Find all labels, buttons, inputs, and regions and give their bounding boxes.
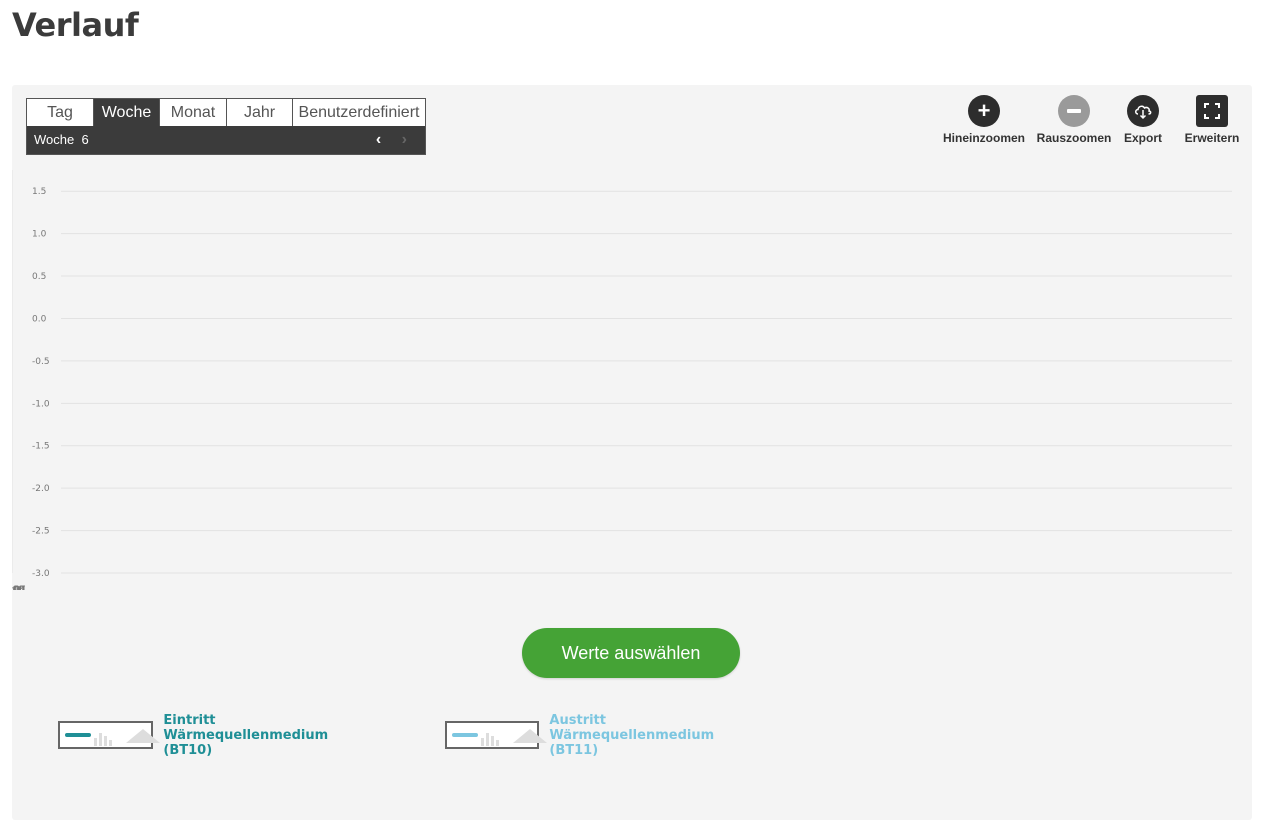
zoom-in-button[interactable]: + Hineinzoomen: [939, 95, 1029, 145]
chart-grid: [12, 170, 1232, 574]
legend-label-bt11: Austritt Wärmequellenmedium (BT11): [549, 712, 715, 758]
x-tick-label: 15:00: [12, 585, 25, 590]
x-tick-label: 15:00: [12, 585, 25, 590]
tab-day[interactable]: Tag: [27, 99, 94, 126]
minus-icon: [1058, 95, 1090, 127]
zoom-out-button[interactable]: Rauszoomen: [1033, 95, 1115, 145]
y-tick-label: 1.0: [32, 230, 47, 240]
select-values-button[interactable]: Werte auswählen: [522, 628, 740, 678]
legend-item-bt11[interactable]: Austritt Wärmequellenmedium (BT11): [445, 713, 750, 758]
x-tick-label: Di 08: [12, 585, 24, 590]
plus-icon: +: [968, 95, 1000, 127]
x-tick-label: 03:00: [12, 585, 25, 590]
period-tabs: Tag Woche Monat Jahr Benutzerdefiniert: [27, 99, 425, 126]
x-tick-label: 21:00: [12, 585, 25, 590]
zoom-in-label: Hineinzoomen: [942, 131, 1025, 145]
y-tick-label: 0.5: [32, 272, 46, 282]
y-tick-label: 1.5: [32, 187, 46, 197]
bar-style-icon: [481, 728, 501, 746]
tab-custom[interactable]: Benutzerdefiniert: [298, 104, 420, 121]
fullscreen-icon: [1196, 95, 1228, 127]
x-tick-label: 12:00: [12, 585, 25, 590]
export-button[interactable]: Export: [1118, 95, 1168, 145]
period-selector: Tag Woche Monat Jahr Benutzerdefiniert W…: [26, 98, 426, 155]
x-tick-label: 12:00: [12, 585, 25, 590]
x-tick-label: 09:00: [12, 585, 25, 590]
line-style-icon: [452, 733, 478, 737]
x-tick-label: So 06: [12, 585, 25, 590]
y-tick-label: 0.0: [32, 314, 47, 324]
tab-year[interactable]: Jahr: [227, 99, 293, 126]
line-style-icon: [65, 733, 91, 737]
y-tick-label: -2.5: [32, 527, 50, 537]
x-tick-label: 03:00: [12, 585, 25, 590]
area-style-icon: [513, 729, 547, 743]
current-period-label: Woche 6: [34, 132, 89, 147]
x-tick-label: 18:00: [12, 585, 25, 590]
tab-week[interactable]: Woche: [94, 99, 160, 126]
y-tick-label: -0.5: [32, 357, 50, 367]
history-line-chart[interactable]: 1.5 1.0 0.5 0.0 -0.5 -1.0 -1.5 -2.0 -2.5 -3.0 So …: [12, 170, 1252, 590]
history-panel: Tag Woche Monat Jahr Benutzerdefiniert W…: [12, 85, 1252, 820]
y-tick-label: -2.0: [32, 484, 50, 494]
x-tick-label: 18:00: [12, 585, 25, 590]
bar-style-icon: [94, 728, 114, 746]
next-period-icon[interactable]: ›: [401, 131, 407, 148]
legend-style-toggle-bt11[interactable]: [445, 721, 547, 749]
x-tick-label: 09:00: [12, 585, 25, 590]
export-label: Export: [1123, 131, 1162, 145]
legend-label-bt10: Eintritt Wärmequellenmedium (BT10): [163, 712, 329, 758]
x-tick-label: 06:00: [12, 585, 25, 590]
prev-period-icon[interactable]: ‹: [375, 131, 382, 148]
expand-label: Erweitern: [1184, 131, 1240, 145]
y-tick-label: -1.5: [32, 442, 50, 452]
cloud-download-icon: [1127, 95, 1159, 127]
x-tick-label: Mo 07: [12, 585, 26, 590]
x-tick-label: 03:00: [12, 585, 25, 590]
legend-item-bt10[interactable]: Eintritt Wärmequellenmedium (BT10): [58, 713, 363, 758]
tab-month[interactable]: Monat: [160, 99, 227, 126]
current-period-bar: Woche 6 ‹ ›: [27, 126, 425, 154]
x-tick-label: 06:00: [12, 585, 25, 590]
legend-style-toggle-bt10[interactable]: [58, 721, 160, 749]
zoom-out-label: Rauszoomen: [1036, 131, 1112, 145]
x-axis-ticks: So 0603:0006:0009:0012:0015:0018:0021:00…: [12, 585, 26, 590]
x-tick-label: 09:00: [12, 585, 25, 590]
x-tick-label: 21:00: [12, 585, 25, 590]
x-tick-label: 06:00: [12, 585, 25, 590]
y-axis-ticks: 1.5 1.0 0.5 0.0 -0.5 -1.0 -1.5 -2.0 -2.5 -3.0: [32, 187, 50, 579]
y-tick-label: -3.0: [32, 569, 50, 579]
page-title: Verlauf: [12, 6, 139, 44]
area-style-icon: [126, 729, 160, 743]
y-tick-label: -1.0: [32, 399, 50, 409]
expand-button[interactable]: Erweitern: [1182, 95, 1242, 145]
